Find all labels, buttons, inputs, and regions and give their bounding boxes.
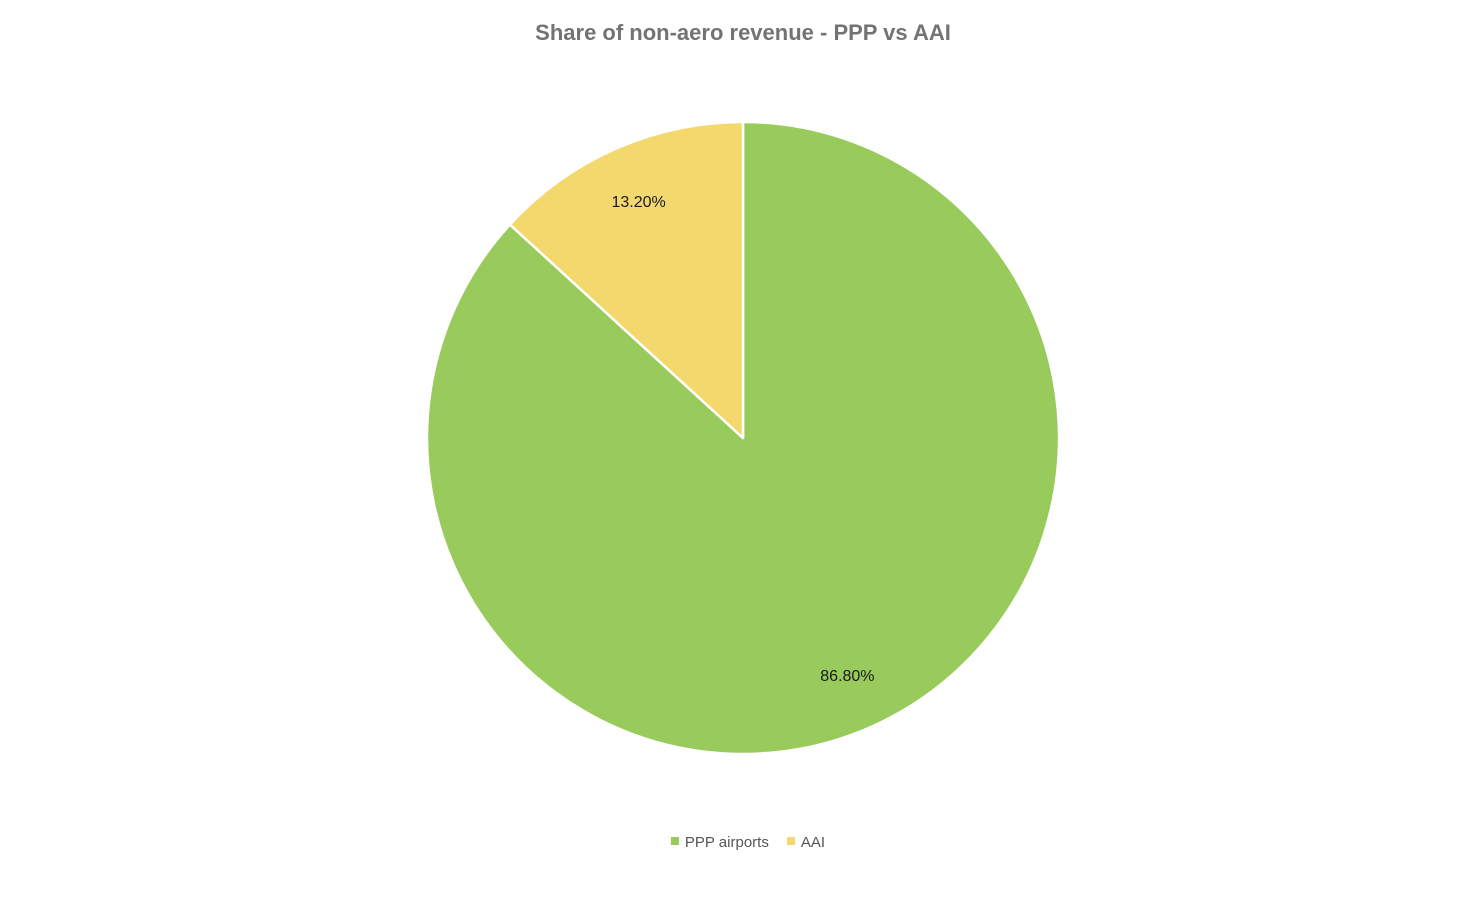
legend-label: PPP airports — [685, 834, 769, 851]
legend-swatch — [786, 837, 795, 845]
pie-slice-ppp-airports — [425, 120, 1061, 756]
legend: PPP airports AAI — [670, 834, 825, 851]
legend-item-ppp-airports: PPP airports — [670, 834, 769, 851]
pie-slice-aai — [508, 120, 745, 440]
legend-swatch — [670, 837, 679, 845]
chart-title: Share of non-aero revenue - PPP vs AAI — [535, 20, 951, 45]
legend-label: AAI — [801, 834, 825, 851]
pie-slices — [425, 120, 1061, 756]
data-labels: 86.80% 13.20% — [611, 194, 874, 685]
data-label-aai: 13.20% — [611, 194, 665, 211]
legend-item-aai: AAI — [786, 834, 825, 851]
data-label-ppp-airports: 86.80% — [820, 668, 874, 685]
